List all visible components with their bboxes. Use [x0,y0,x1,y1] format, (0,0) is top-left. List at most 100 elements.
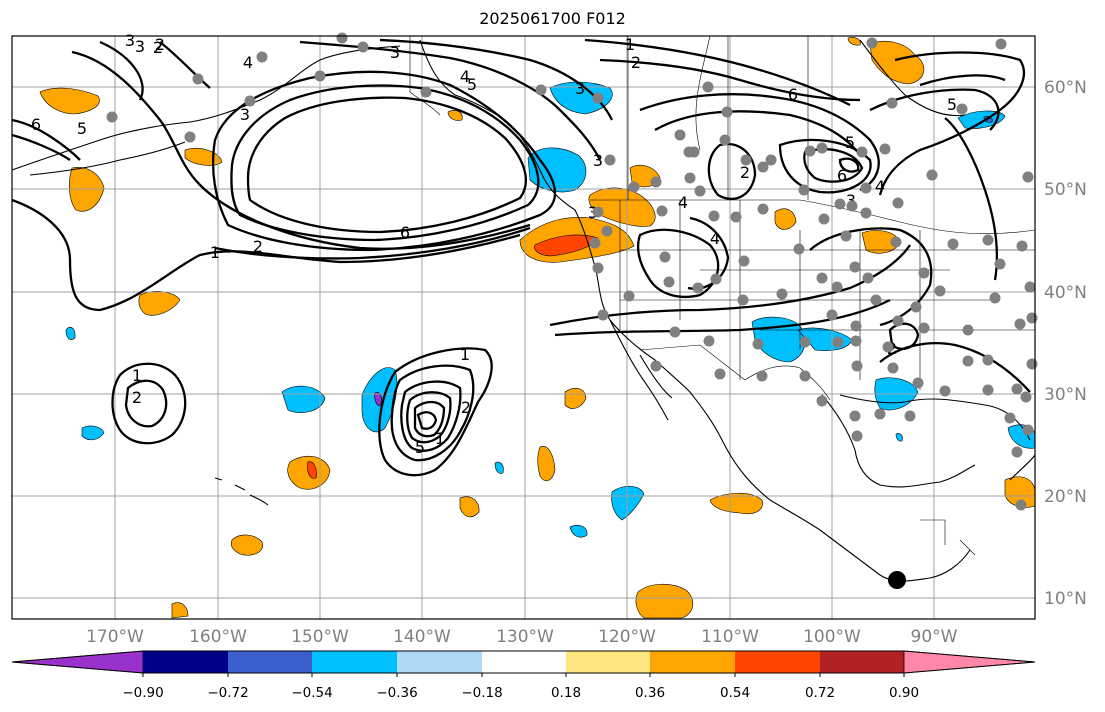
contour-line [378,347,493,477]
contour-label: 6 [788,85,798,104]
station-dot [737,294,749,306]
contour-label: 3 [240,105,250,124]
border-us-mexico [639,344,831,401]
coastline-hawaii [214,477,269,506]
contour-label: 6 [31,115,41,134]
map-title: 2025061700 F012 [479,9,626,28]
station-dot [904,410,916,422]
station-dot [592,262,604,274]
station-dot [982,234,994,246]
contour-label: 5 [947,95,957,114]
coastline-aleutians [29,141,186,176]
shade-orange [447,110,463,121]
station-dot [926,169,938,181]
colorbar-tick-label: −0.54 [291,685,332,701]
station-dot [765,154,777,166]
latitude-label: 10°N [1044,589,1087,609]
station-dot [826,309,838,321]
colorbar-extend-high [903,650,1036,674]
station-dot [730,211,742,223]
colorbar-segment [735,651,820,673]
coastline-gulf [821,394,1036,488]
political-borders [409,35,1036,556]
longitude-label: 130°W [496,627,554,647]
contour-line [554,298,891,337]
station-dot [184,131,196,143]
contour-label: 5 [467,75,477,94]
station-dot [1011,383,1023,395]
station-dot [846,200,858,212]
shade-blue [611,485,645,521]
latitude-labels: 60°N 50°N 40°N 30°N 20°N 10°N [1044,78,1087,609]
contour-line [11,118,81,161]
station-dot [703,335,715,347]
shade-orange [774,208,797,230]
station-dot [879,143,891,155]
colorbar-tick-label: 0.90 [889,685,919,701]
station-dot [628,181,640,193]
station-dot [740,154,752,166]
contour-line [584,38,851,107]
station-dot [989,292,1001,304]
coastline-hudson [859,39,966,117]
station-dot [674,129,686,141]
station-dot [849,261,861,273]
colorbar-segment [820,651,904,673]
station-dot [757,161,769,173]
contour-label: 1 [435,429,445,448]
map-background [12,36,1035,619]
contour-label: 3 [575,79,585,98]
station-dot [752,338,764,350]
station-dot [710,273,722,285]
station-dot [995,38,1007,50]
contour-line [838,157,860,173]
station-dot [1024,281,1036,293]
longitude-labels: 170°W 160°W 150°W 140°W 130°W 120°W 110°W 100°W… [86,627,958,647]
station-dot [714,368,726,380]
station-dot [874,408,886,420]
station-dot [934,285,946,297]
station-dot [589,237,601,249]
station-dot [798,184,810,196]
station-dot [799,370,811,382]
shade-red [307,461,317,479]
longitude-label: 170°W [86,627,144,647]
contour-line [124,379,168,428]
station-dot [1022,424,1034,436]
contour-line [400,380,462,452]
contour-line [639,93,880,192]
longitude-label: 140°W [393,627,451,647]
contour-line [211,70,556,252]
station-dot [106,111,118,123]
station-dot [962,355,974,367]
contour-label: 2 [253,237,263,256]
shade-orange [459,496,480,518]
contour-line [230,84,540,242]
shade-purple [374,392,382,407]
latitude-label: 50°N [1044,180,1087,200]
shade-orange [869,41,925,85]
coastline-alaska [11,45,401,171]
station-dot [721,106,733,118]
station-dot [684,172,696,184]
station-dot [851,360,863,372]
contour-label: 3 [135,37,145,56]
contour-labels: 12665324334531265334425643212511232 [31,31,957,457]
station-dot [776,288,788,300]
station-dot [623,290,635,302]
station-dot [956,103,968,115]
contour-label: 1 [132,366,142,385]
contour-label: 4 [460,67,470,86]
station-dot [886,97,898,109]
colorbar-segment [650,651,735,673]
contour-line [919,74,1006,87]
station-dot [851,430,863,442]
colorbar: −0.90 −0.72 −0.54 −0.36 −0.18 0.18 0.36 0.54 0.7… [11,650,1036,701]
contour-line [11,198,521,312]
colorbar-segment [228,651,312,673]
station-dot [592,206,604,218]
station-dot [962,324,974,336]
longitude-label: 160°W [189,627,247,647]
contour-line [71,50,531,250]
station-dot [702,81,714,93]
